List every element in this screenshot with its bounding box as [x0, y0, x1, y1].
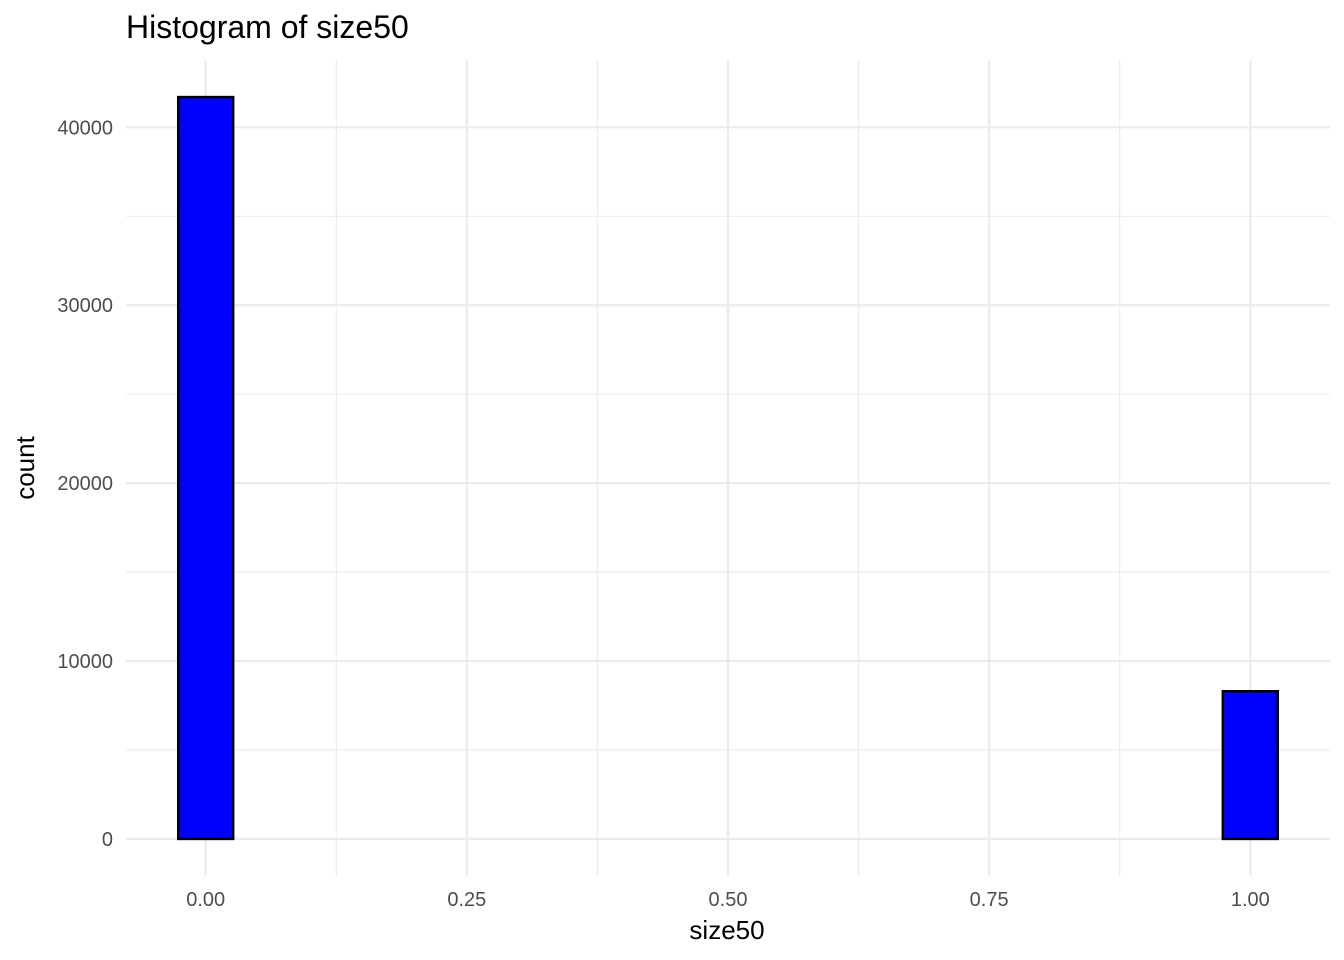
x-tick-label: 0.00 — [186, 889, 225, 911]
histogram-bar-0 — [176, 95, 235, 841]
grid-lines — [126, 60, 1330, 876]
x-axis-tick-labels: 0.00 0.25 0.50 0.75 1.00 — [186, 889, 1270, 911]
x-tick-label: 0.75 — [970, 889, 1009, 911]
x-tick-label: 0.25 — [447, 889, 486, 911]
y-tick-label: 40000 — [57, 117, 113, 139]
chart-title: Histogram of size50 — [126, 9, 409, 45]
x-tick-label: 1.00 — [1231, 889, 1270, 911]
x-axis-title: size50 — [689, 915, 764, 945]
y-axis-tick-labels: 0 10000 20000 30000 40000 — [57, 117, 113, 851]
histogram-bar-19 — [1221, 690, 1280, 841]
x-tick-label: 0.50 — [709, 889, 748, 911]
y-tick-label: 0 — [102, 829, 113, 851]
y-axis-title: count — [10, 435, 40, 499]
y-tick-label: 30000 — [57, 295, 113, 317]
y-tick-label: 10000 — [57, 651, 113, 673]
histogram-bars — [176, 95, 1280, 841]
y-tick-label: 20000 — [57, 473, 113, 495]
